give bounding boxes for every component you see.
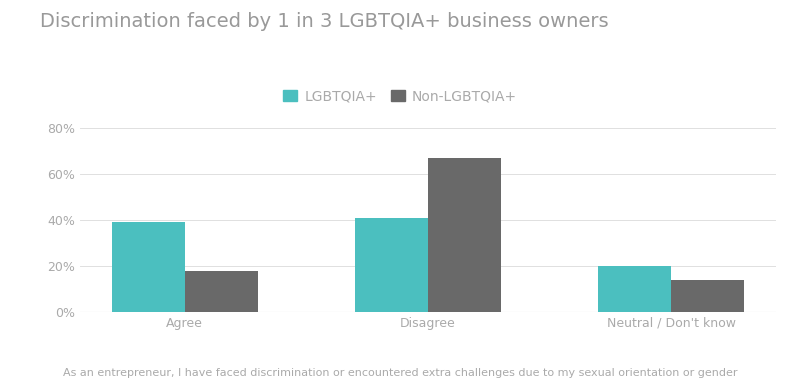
Bar xyxy=(598,266,671,312)
Legend: LGBTQIA+, Non-LGBTQIA+: LGBTQIA+, Non-LGBTQIA+ xyxy=(279,85,521,107)
Bar xyxy=(428,158,501,312)
Text: Discrimination faced by 1 in 3 LGBTQIA+ business owners: Discrimination faced by 1 in 3 LGBTQIA+ … xyxy=(40,12,609,31)
Bar xyxy=(355,218,428,312)
Bar xyxy=(185,271,258,312)
Text: As an entrepreneur, I have faced discrimination or encountered extra challenges : As an entrepreneur, I have faced discrim… xyxy=(62,368,738,378)
Bar xyxy=(671,280,744,312)
Bar xyxy=(112,222,185,312)
